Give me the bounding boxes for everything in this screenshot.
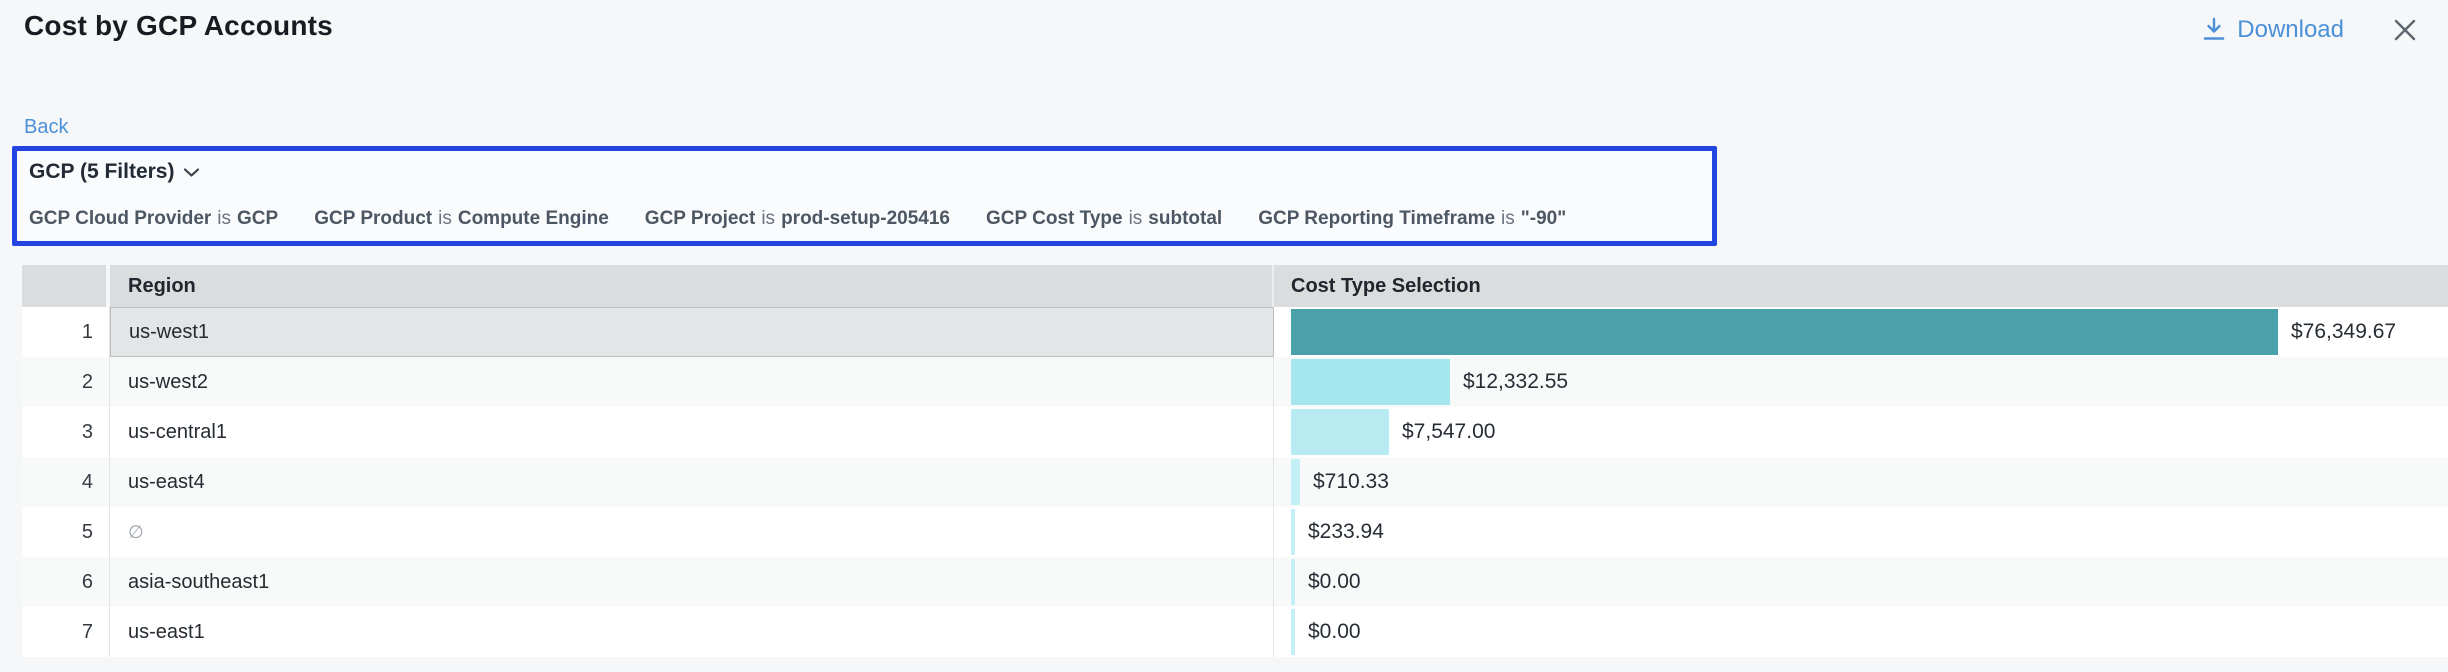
cost-type-selection-column-header[interactable]: Cost Type Selection bbox=[1274, 265, 2448, 307]
top-actions: Download bbox=[2202, 16, 2418, 44]
row-index: 4 bbox=[22, 457, 110, 507]
filter-operator: is bbox=[217, 208, 231, 230]
row-index: 3 bbox=[22, 407, 110, 457]
filter-operator: is bbox=[761, 208, 775, 230]
filter-chip[interactable]: GCP Reporting Timeframe is "-90" bbox=[1258, 208, 1566, 230]
download-button[interactable]: Download bbox=[2202, 16, 2344, 44]
region-cell[interactable]: ∅ bbox=[110, 507, 1274, 557]
filter-value: Compute Engine bbox=[458, 208, 609, 230]
cost-cell: $76,349.67 bbox=[1274, 307, 2448, 357]
filter-chip[interactable]: GCP Project is prod-setup-205416 bbox=[645, 208, 950, 230]
cost-value: $0.00 bbox=[1308, 620, 1361, 644]
cost-cell: $0.00 bbox=[1274, 607, 2448, 657]
table-header: Region Cost Type Selection bbox=[22, 265, 2448, 307]
cost-cell: $7,547.00 bbox=[1274, 407, 2448, 457]
table-row[interactable]: 2 us-west2 $12,332.55 bbox=[22, 357, 2448, 407]
close-button[interactable] bbox=[2392, 17, 2418, 43]
table-row[interactable]: 5 ∅ $233.94 bbox=[22, 507, 2448, 557]
region-cell[interactable]: us-east1 bbox=[110, 607, 1274, 657]
chevron-down-icon bbox=[183, 167, 200, 178]
cost-cell: $12,332.55 bbox=[1274, 357, 2448, 407]
filter-chip[interactable]: GCP Cloud Provider is GCP bbox=[29, 208, 278, 230]
row-index: 6 bbox=[22, 557, 110, 607]
download-icon bbox=[2202, 17, 2226, 43]
region-cell[interactable]: us-west1 bbox=[110, 307, 1274, 357]
filter-chip[interactable]: GCP Product is Compute Engine bbox=[314, 208, 609, 230]
page-title: Cost by GCP Accounts bbox=[24, 10, 333, 42]
row-index: 1 bbox=[22, 307, 110, 357]
download-label: Download bbox=[2237, 16, 2344, 44]
filter-items: GCP Cloud Provider is GCP GCP Product is… bbox=[29, 208, 1698, 230]
cost-bar[interactable] bbox=[1291, 559, 1295, 605]
region-column-header[interactable]: Region bbox=[110, 265, 1274, 307]
filter-field: GCP Reporting Timeframe bbox=[1258, 208, 1495, 230]
cost-value: $76,349.67 bbox=[2291, 320, 2396, 344]
cost-bar[interactable] bbox=[1291, 409, 1389, 455]
cost-bar[interactable] bbox=[1291, 609, 1295, 655]
table-body: 1 us-west1 $76,349.67 2 us-west2 $12,332… bbox=[22, 307, 2448, 657]
filter-value: "-90" bbox=[1521, 208, 1566, 230]
cost-value: $7,547.00 bbox=[1402, 420, 1495, 444]
filter-field: GCP Cloud Provider bbox=[29, 208, 211, 230]
filter-value: prod-setup-205416 bbox=[781, 208, 950, 230]
cost-bar[interactable] bbox=[1291, 309, 2278, 355]
cost-value: $12,332.55 bbox=[1463, 370, 1568, 394]
row-index: 5 bbox=[22, 507, 110, 557]
cost-bar[interactable] bbox=[1291, 359, 1450, 405]
cost-bar[interactable] bbox=[1291, 509, 1295, 555]
filter-operator: is bbox=[1129, 208, 1143, 230]
cost-bar[interactable] bbox=[1291, 459, 1300, 505]
table-row[interactable]: 1 us-west1 $76,349.67 bbox=[22, 307, 2448, 357]
close-icon bbox=[2392, 17, 2418, 43]
filter-value: subtotal bbox=[1148, 208, 1222, 230]
cost-cell: $0.00 bbox=[1274, 557, 2448, 607]
cost-cell: $233.94 bbox=[1274, 507, 2448, 557]
filter-field: GCP Product bbox=[314, 208, 432, 230]
filter-summary-dropdown[interactable]: GCP (5 Filters) bbox=[29, 160, 1698, 184]
cost-table: Region Cost Type Selection 1 us-west1 $7… bbox=[22, 265, 2448, 657]
region-cell[interactable]: us-west2 bbox=[110, 357, 1274, 407]
filter-operator: is bbox=[1501, 208, 1515, 230]
filter-chip[interactable]: GCP Cost Type is subtotal bbox=[986, 208, 1222, 230]
region-cell[interactable]: us-east4 bbox=[110, 457, 1274, 507]
region-cell[interactable]: us-central1 bbox=[110, 407, 1274, 457]
table-row[interactable]: 4 us-east4 $710.33 bbox=[22, 457, 2448, 507]
region-cell[interactable]: asia-southeast1 bbox=[110, 557, 1274, 607]
filter-group-box: GCP (5 Filters) GCP Cloud Provider is GC… bbox=[12, 146, 1717, 246]
back-link[interactable]: Back bbox=[24, 116, 68, 139]
filter-operator: is bbox=[438, 208, 452, 230]
filter-value: GCP bbox=[237, 208, 278, 230]
row-index: 2 bbox=[22, 357, 110, 407]
cost-cell: $710.33 bbox=[1274, 457, 2448, 507]
cost-value: $710.33 bbox=[1313, 470, 1389, 494]
filter-field: GCP Cost Type bbox=[986, 208, 1123, 230]
row-number-column-header bbox=[22, 265, 110, 307]
cost-value: $0.00 bbox=[1308, 570, 1361, 594]
cost-by-gcp-panel: Cost by GCP Accounts Download Back GCP (… bbox=[0, 0, 2448, 672]
table-row[interactable]: 7 us-east1 $0.00 bbox=[22, 607, 2448, 657]
cost-value: $233.94 bbox=[1308, 520, 1384, 544]
filter-summary-label: GCP (5 Filters) bbox=[29, 160, 174, 184]
row-index: 7 bbox=[22, 607, 110, 657]
table-row[interactable]: 3 us-central1 $7,547.00 bbox=[22, 407, 2448, 457]
table-row[interactable]: 6 asia-southeast1 $0.00 bbox=[22, 557, 2448, 607]
filter-field: GCP Project bbox=[645, 208, 756, 230]
